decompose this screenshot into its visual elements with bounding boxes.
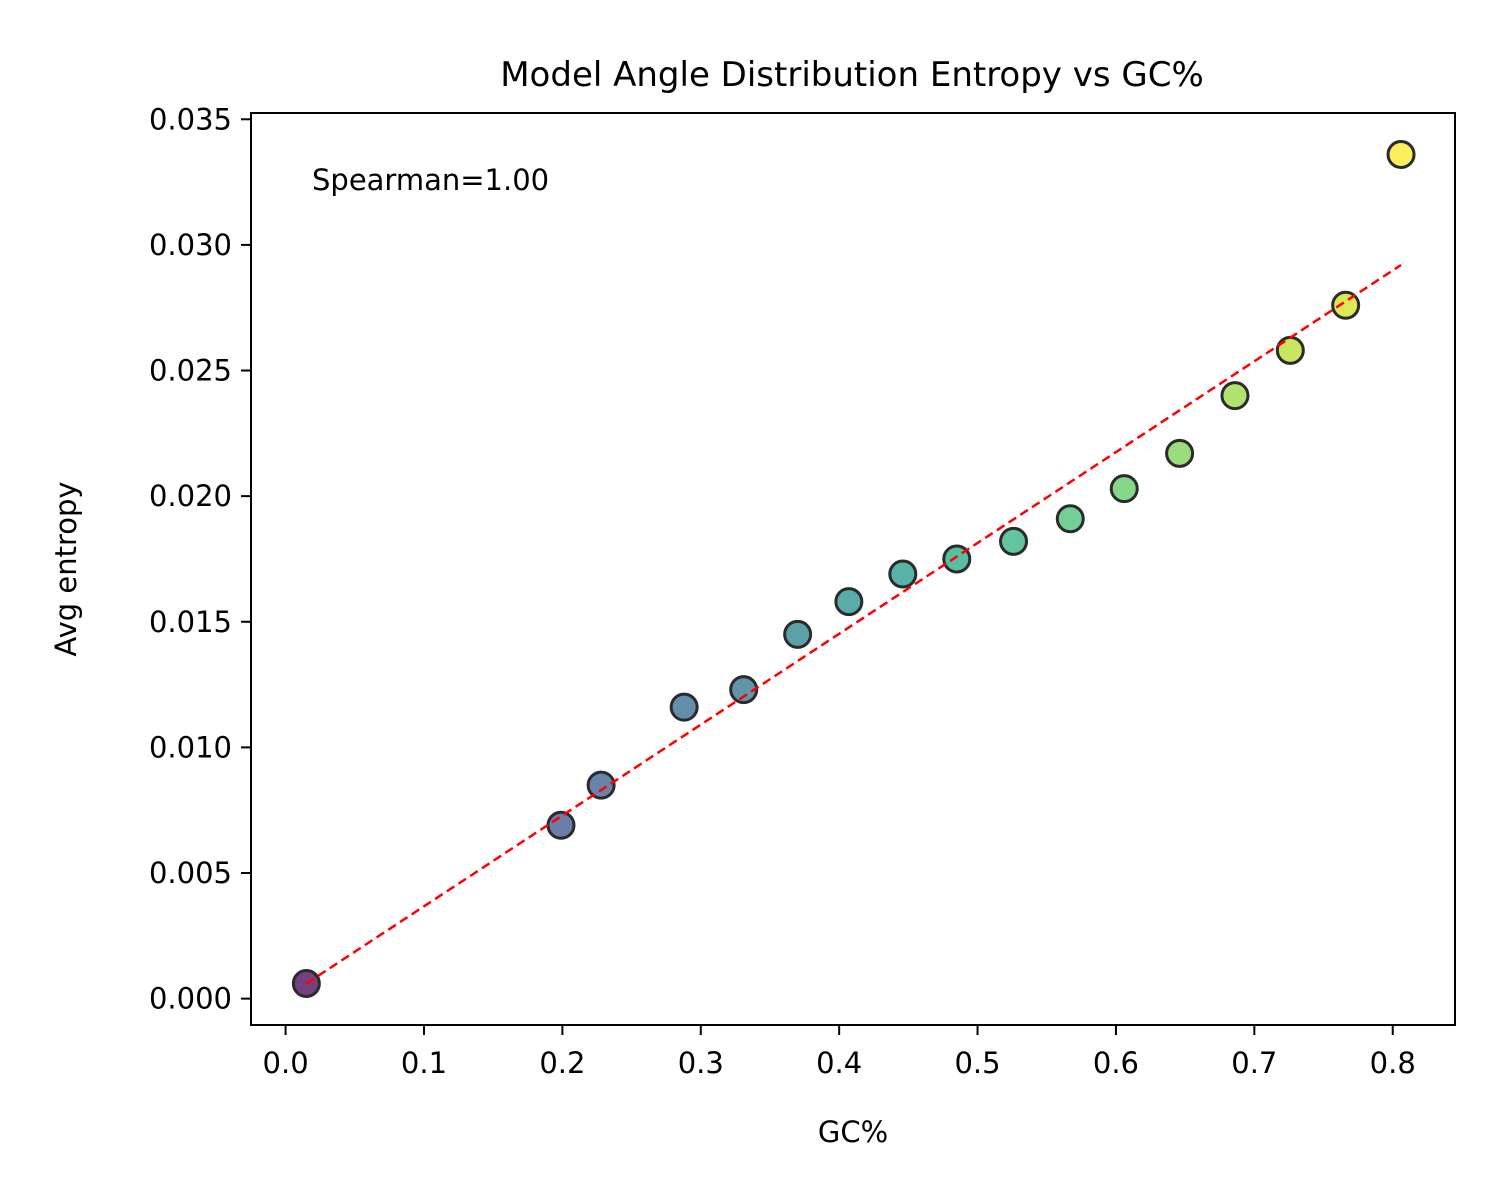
y-axis: 0.000 0.005 0.010 0.015 0.020 0.025 0.030 0.035 [149, 102, 251, 1016]
y-tick-label: 0.035 [149, 102, 232, 136]
plot-area [291, 139, 1416, 999]
y-tick-label: 0.020 [149, 479, 232, 513]
y-tick-label: 0.025 [149, 354, 232, 388]
data-point [586, 770, 616, 800]
x-axis: 0.0 0.1 0.2 0.3 0.4 0.5 0.6 0.7 0.8 [263, 1025, 1416, 1080]
x-tick-label: 0.8 [1370, 1046, 1416, 1080]
data-point [834, 587, 864, 617]
x-tick-label: 0.7 [1231, 1046, 1277, 1080]
spearman-annotation: Spearman=1.00 [312, 163, 549, 197]
chart-title: Model Angle Distribution Entropy vs GC% [500, 55, 1204, 95]
axes-frame [250, 112, 1456, 1026]
y-tick-label: 0.000 [149, 982, 232, 1016]
x-tick-label: 0.3 [678, 1046, 724, 1080]
data-point [1331, 290, 1361, 320]
x-tick-label: 0.6 [1093, 1046, 1139, 1080]
y-tick-label: 0.005 [149, 856, 232, 890]
data-point [1220, 381, 1250, 411]
data-point [888, 559, 918, 589]
x-tick-label: 0.4 [816, 1046, 862, 1080]
y-tick-label: 0.015 [149, 605, 232, 639]
x-axis-label: GC% [818, 1115, 888, 1149]
x-tick-label: 0.5 [954, 1046, 1000, 1080]
x-tick-label: 0.1 [401, 1046, 447, 1080]
data-point [1109, 474, 1139, 504]
data-point [729, 675, 759, 705]
data-point [669, 692, 699, 722]
regression-line [305, 263, 1402, 985]
data-point [1386, 139, 1416, 169]
data-point [1055, 504, 1085, 534]
data-point [999, 526, 1029, 556]
x-tick-label: 0.2 [539, 1046, 585, 1080]
y-axis-label: Avg entropy [49, 481, 83, 656]
data-point [1165, 438, 1195, 468]
data-point [783, 619, 813, 649]
x-tick-label: 0.0 [263, 1046, 309, 1080]
y-tick-label: 0.010 [149, 730, 232, 764]
y-tick-label: 0.030 [149, 228, 232, 262]
data-point [1275, 335, 1305, 365]
data-point [546, 810, 576, 840]
